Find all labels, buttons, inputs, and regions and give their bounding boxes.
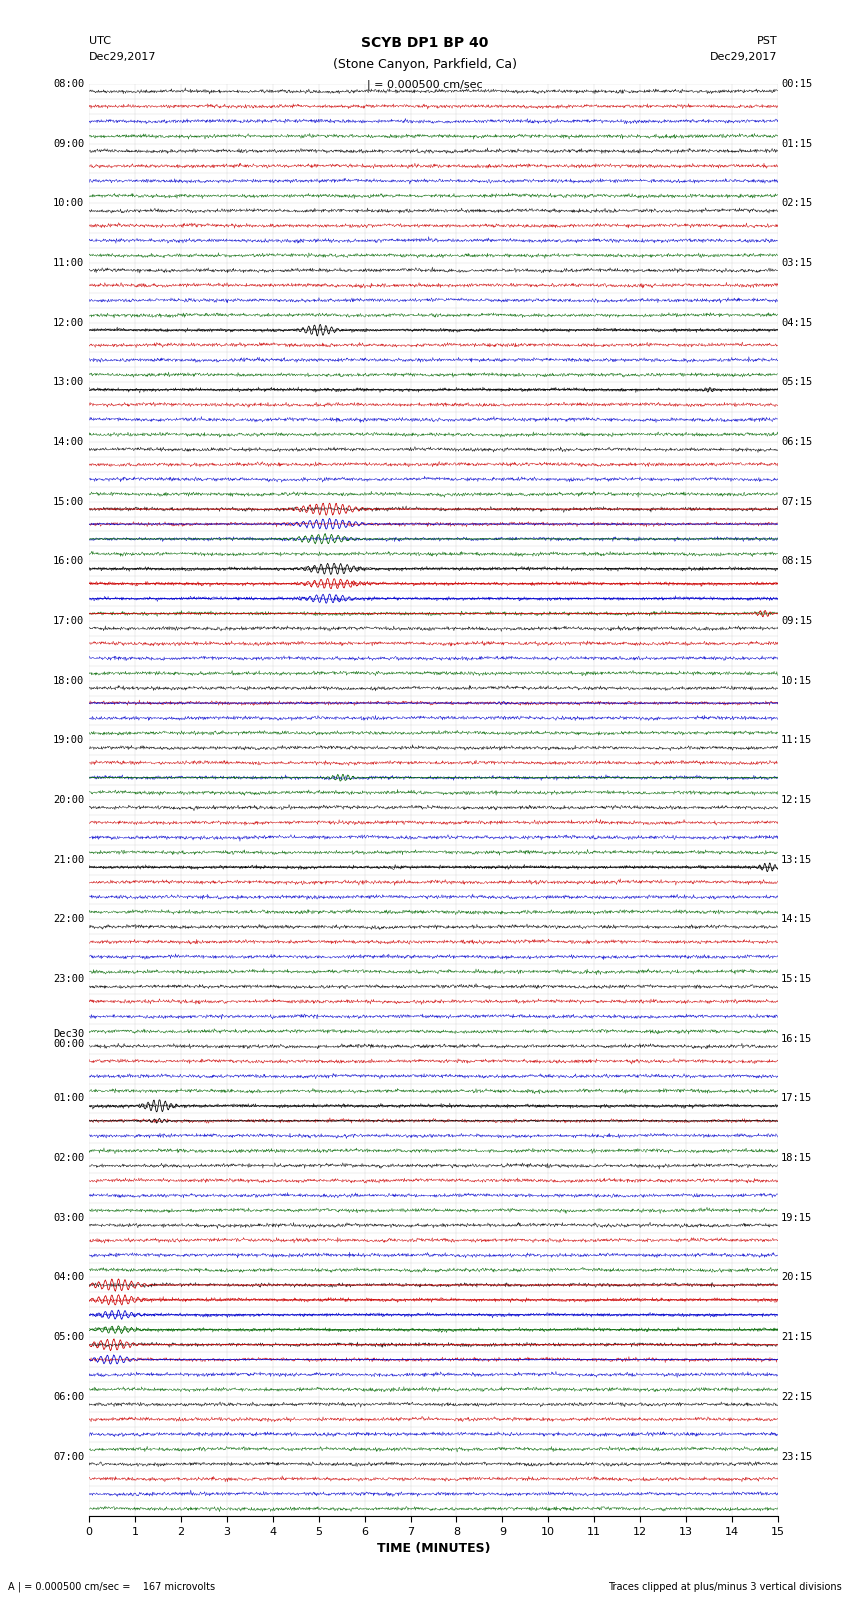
Text: 22:15: 22:15	[781, 1392, 813, 1402]
Text: 19:00: 19:00	[54, 736, 84, 745]
Text: 08:00: 08:00	[54, 79, 84, 89]
Text: 01:15: 01:15	[781, 139, 813, 148]
Text: 07:15: 07:15	[781, 497, 813, 506]
Text: 01:00: 01:00	[54, 1094, 84, 1103]
Text: 19:15: 19:15	[781, 1213, 813, 1223]
Text: 05:00: 05:00	[54, 1332, 84, 1342]
Text: Dec30: Dec30	[54, 1029, 84, 1039]
Text: 10:00: 10:00	[54, 198, 84, 208]
Text: 23:15: 23:15	[781, 1452, 813, 1461]
X-axis label: TIME (MINUTES): TIME (MINUTES)	[377, 1542, 490, 1555]
Text: UTC: UTC	[89, 37, 111, 47]
Text: 14:15: 14:15	[781, 915, 813, 924]
Text: 12:15: 12:15	[781, 795, 813, 805]
Text: 02:15: 02:15	[781, 198, 813, 208]
Text: 22:00: 22:00	[54, 915, 84, 924]
Text: A | = 0.000500 cm/sec =    167 microvolts: A | = 0.000500 cm/sec = 167 microvolts	[8, 1581, 216, 1592]
Text: 12:00: 12:00	[54, 318, 84, 327]
Text: 11:00: 11:00	[54, 258, 84, 268]
Text: 16:00: 16:00	[54, 556, 84, 566]
Text: 16:15: 16:15	[781, 1034, 813, 1044]
Text: 10:15: 10:15	[781, 676, 813, 686]
Text: 09:00: 09:00	[54, 139, 84, 148]
Text: 18:15: 18:15	[781, 1153, 813, 1163]
Text: 00:15: 00:15	[781, 79, 813, 89]
Text: 04:00: 04:00	[54, 1273, 84, 1282]
Text: 21:00: 21:00	[54, 855, 84, 865]
Text: 18:00: 18:00	[54, 676, 84, 686]
Text: (Stone Canyon, Parkfield, Ca): (Stone Canyon, Parkfield, Ca)	[333, 58, 517, 71]
Text: 20:00: 20:00	[54, 795, 84, 805]
Text: 11:15: 11:15	[781, 736, 813, 745]
Text: 15:15: 15:15	[781, 974, 813, 984]
Text: 13:15: 13:15	[781, 855, 813, 865]
Text: 08:15: 08:15	[781, 556, 813, 566]
Text: Dec29,2017: Dec29,2017	[89, 52, 156, 61]
Text: 15:00: 15:00	[54, 497, 84, 506]
Text: 04:15: 04:15	[781, 318, 813, 327]
Text: 14:00: 14:00	[54, 437, 84, 447]
Text: 05:15: 05:15	[781, 377, 813, 387]
Text: 17:15: 17:15	[781, 1094, 813, 1103]
Text: 02:00: 02:00	[54, 1153, 84, 1163]
Text: 09:15: 09:15	[781, 616, 813, 626]
Text: 20:15: 20:15	[781, 1273, 813, 1282]
Text: 21:15: 21:15	[781, 1332, 813, 1342]
Text: 00:00: 00:00	[54, 1039, 84, 1048]
Text: | = 0.000500 cm/sec: | = 0.000500 cm/sec	[367, 79, 483, 90]
Text: Traces clipped at plus/minus 3 vertical divisions: Traces clipped at plus/minus 3 vertical …	[608, 1582, 842, 1592]
Text: 06:00: 06:00	[54, 1392, 84, 1402]
Text: 13:00: 13:00	[54, 377, 84, 387]
Text: 23:00: 23:00	[54, 974, 84, 984]
Text: Dec29,2017: Dec29,2017	[711, 52, 778, 61]
Text: 03:00: 03:00	[54, 1213, 84, 1223]
Text: 17:00: 17:00	[54, 616, 84, 626]
Text: 06:15: 06:15	[781, 437, 813, 447]
Text: SCYB DP1 BP 40: SCYB DP1 BP 40	[361, 37, 489, 50]
Text: PST: PST	[757, 37, 778, 47]
Text: 07:00: 07:00	[54, 1452, 84, 1461]
Text: 03:15: 03:15	[781, 258, 813, 268]
